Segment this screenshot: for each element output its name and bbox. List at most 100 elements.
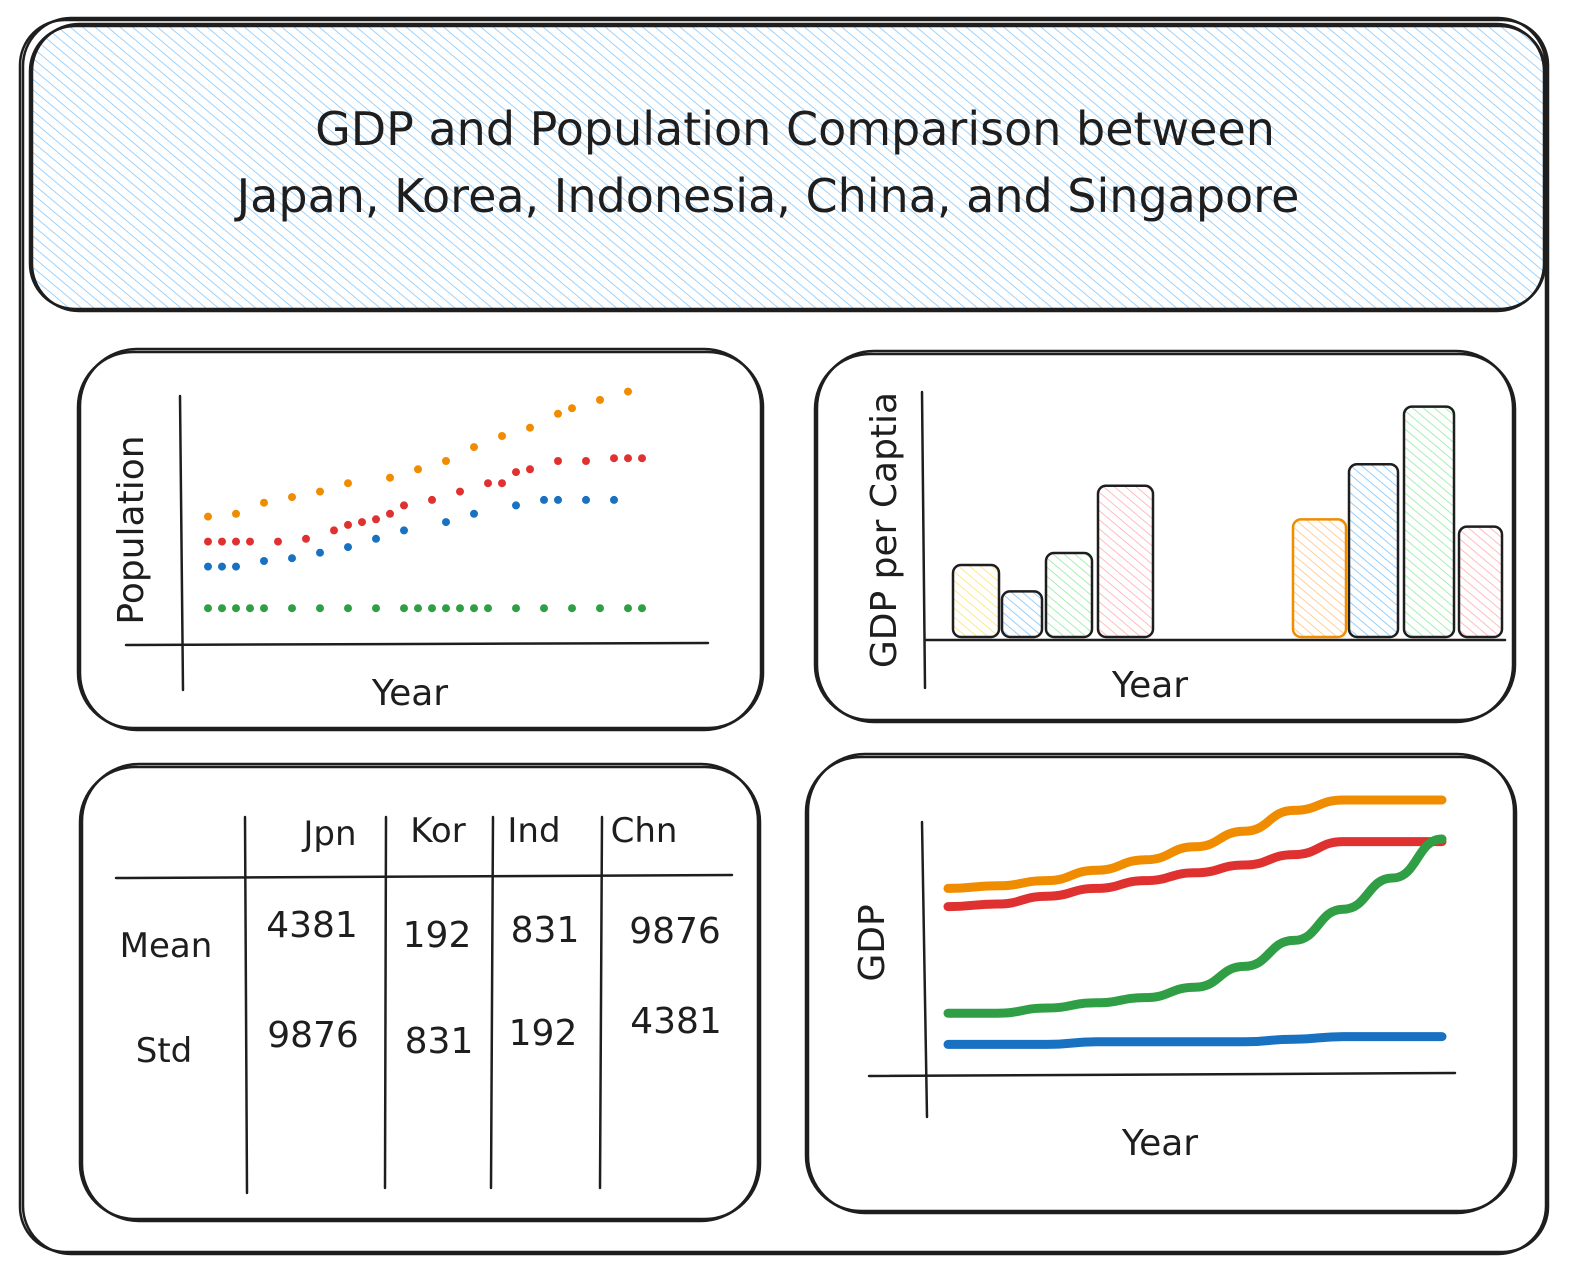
scatter-y-axis	[178, 394, 185, 692]
scatter-point-orange-8	[442, 457, 450, 465]
scatter-point-red-16	[512, 468, 520, 477]
scatter-point-green-10	[414, 604, 422, 613]
scatter-point-red-6	[330, 526, 338, 535]
scatter-point-red-12	[428, 495, 436, 504]
scatter-point-green-20	[624, 604, 632, 613]
scatter-point-blue-11	[512, 501, 520, 510]
scatter-point-blue-12	[540, 495, 548, 504]
table-row-label-std: Std	[136, 1031, 193, 1071]
bar-y-axis	[920, 390, 927, 690]
scatter-point-orange-11	[526, 423, 534, 432]
scatter-point-green-1	[218, 604, 226, 613]
scatter-point-blue-3	[260, 557, 268, 565]
table-col-divider-3	[489, 815, 495, 1190]
line-marks	[943, 795, 1447, 1049]
table-cell-std-ind: 192	[509, 1013, 578, 1054]
scatter-point-red-10	[386, 509, 394, 518]
scatter-point-red-15	[498, 479, 506, 488]
line-y-label: GDP	[852, 904, 893, 981]
scatter-point-orange-3	[288, 493, 296, 502]
scatter-point-blue-10	[470, 509, 478, 518]
scatter-point-red-11	[400, 501, 408, 510]
scatter-point-orange-6	[386, 473, 394, 482]
bar-marks	[951, 405, 1504, 639]
scatter-point-orange-10	[498, 432, 506, 440]
scatter-point-green-5	[288, 604, 296, 613]
table-cell-std-chn: 4381	[630, 1001, 722, 1042]
scatter-point-red-19	[582, 457, 590, 465]
scatter-point-red-22	[638, 454, 646, 463]
scatter-point-blue-14	[582, 495, 590, 504]
table-header-kor: Kor	[410, 811, 465, 851]
scatter-point-green-15	[484, 604, 492, 613]
scatter-point-blue-0	[204, 562, 212, 571]
scatter-point-orange-0	[204, 512, 212, 521]
scatter-point-green-9	[400, 604, 408, 613]
scatter-point-red-9	[372, 515, 380, 524]
bar-group1-3	[1457, 525, 1504, 639]
table-cell-mean-ind: 831	[511, 910, 580, 951]
scatter-point-orange-9	[470, 443, 478, 452]
scatter-point-blue-8	[400, 526, 408, 535]
scatter-point-orange-4	[316, 487, 324, 496]
table-col-divider-4	[598, 815, 604, 1190]
scatter-point-red-18	[554, 457, 562, 465]
scatter-point-red-13	[456, 487, 464, 496]
scatter-point-green-17	[540, 604, 548, 613]
scatter-point-green-8	[372, 604, 380, 613]
scatter-point-green-21	[638, 604, 646, 613]
title-line-2: Japan, Korea, Indonesia, China, and Sing…	[234, 169, 1300, 223]
scatter-point-red-5	[302, 534, 310, 543]
scatter-point-blue-13	[554, 495, 562, 504]
scatter-point-blue-1	[218, 562, 226, 571]
scatter-point-red-17	[526, 465, 534, 474]
scatter-point-green-19	[596, 604, 604, 613]
line-y-axis	[920, 820, 929, 1119]
scatter-point-red-0	[204, 537, 212, 546]
scatter-point-orange-14	[596, 395, 604, 404]
scatter-point-red-7	[344, 520, 352, 529]
outer-frame-sketch	[21, 16, 1548, 1256]
stats-table-panel: Jpn Kor Ind Chn Mean Std 4381 192 831 98…	[78, 762, 762, 1223]
table-cell-mean-chn: 9876	[629, 911, 721, 952]
scatter-point-green-3	[246, 604, 254, 613]
scatter-point-green-14	[470, 604, 478, 613]
population-scatter-panel: Population Year	[76, 347, 765, 732]
bar-group0-2	[1044, 551, 1094, 639]
scatter-point-blue-6	[344, 543, 352, 552]
scatter-point-orange-7	[414, 465, 422, 474]
scatter-point-green-4	[260, 604, 268, 613]
line-x-axis	[867, 1071, 1457, 1078]
table-col-divider-2	[383, 815, 388, 1190]
scatter-point-red-2	[232, 537, 240, 546]
scatter-point-green-18	[568, 604, 576, 613]
bar-x-label: Year	[1111, 665, 1188, 706]
scatter-point-red-21	[624, 454, 632, 463]
table-cell-std-kor: 831	[405, 1021, 474, 1062]
table-header-rule	[114, 873, 734, 880]
title-line-1: GDP and Population Comparison between	[315, 102, 1275, 156]
gdp-line-green	[943, 834, 1447, 1018]
scatter-point-blue-2	[232, 562, 240, 571]
scatter-point-orange-5	[344, 479, 352, 488]
scatter-x-axis	[124, 641, 710, 647]
scatter-point-green-0	[204, 604, 212, 613]
line-x-label: Year	[1121, 1123, 1198, 1164]
scatter-points	[204, 387, 646, 613]
scatter-point-green-2	[232, 604, 240, 613]
scatter-point-green-7	[344, 604, 352, 613]
scatter-point-blue-7	[372, 534, 380, 543]
table-cell-mean-jpn: 4381	[266, 905, 358, 946]
scatter-point-red-3	[246, 537, 254, 546]
scatter-point-blue-5	[316, 548, 324, 557]
scatter-point-blue-15	[610, 495, 618, 504]
scatter-point-red-14	[484, 479, 492, 488]
scatter-point-green-11	[428, 604, 436, 613]
table-header-jpn: Jpn	[301, 814, 356, 854]
scatter-point-orange-15	[624, 387, 632, 396]
scatter-point-blue-4	[288, 554, 296, 563]
scatter-x-label: Year	[371, 673, 448, 714]
scatter-point-orange-13	[568, 404, 576, 413]
scatter-point-red-8	[358, 518, 366, 527]
scatter-point-red-4	[274, 537, 282, 546]
